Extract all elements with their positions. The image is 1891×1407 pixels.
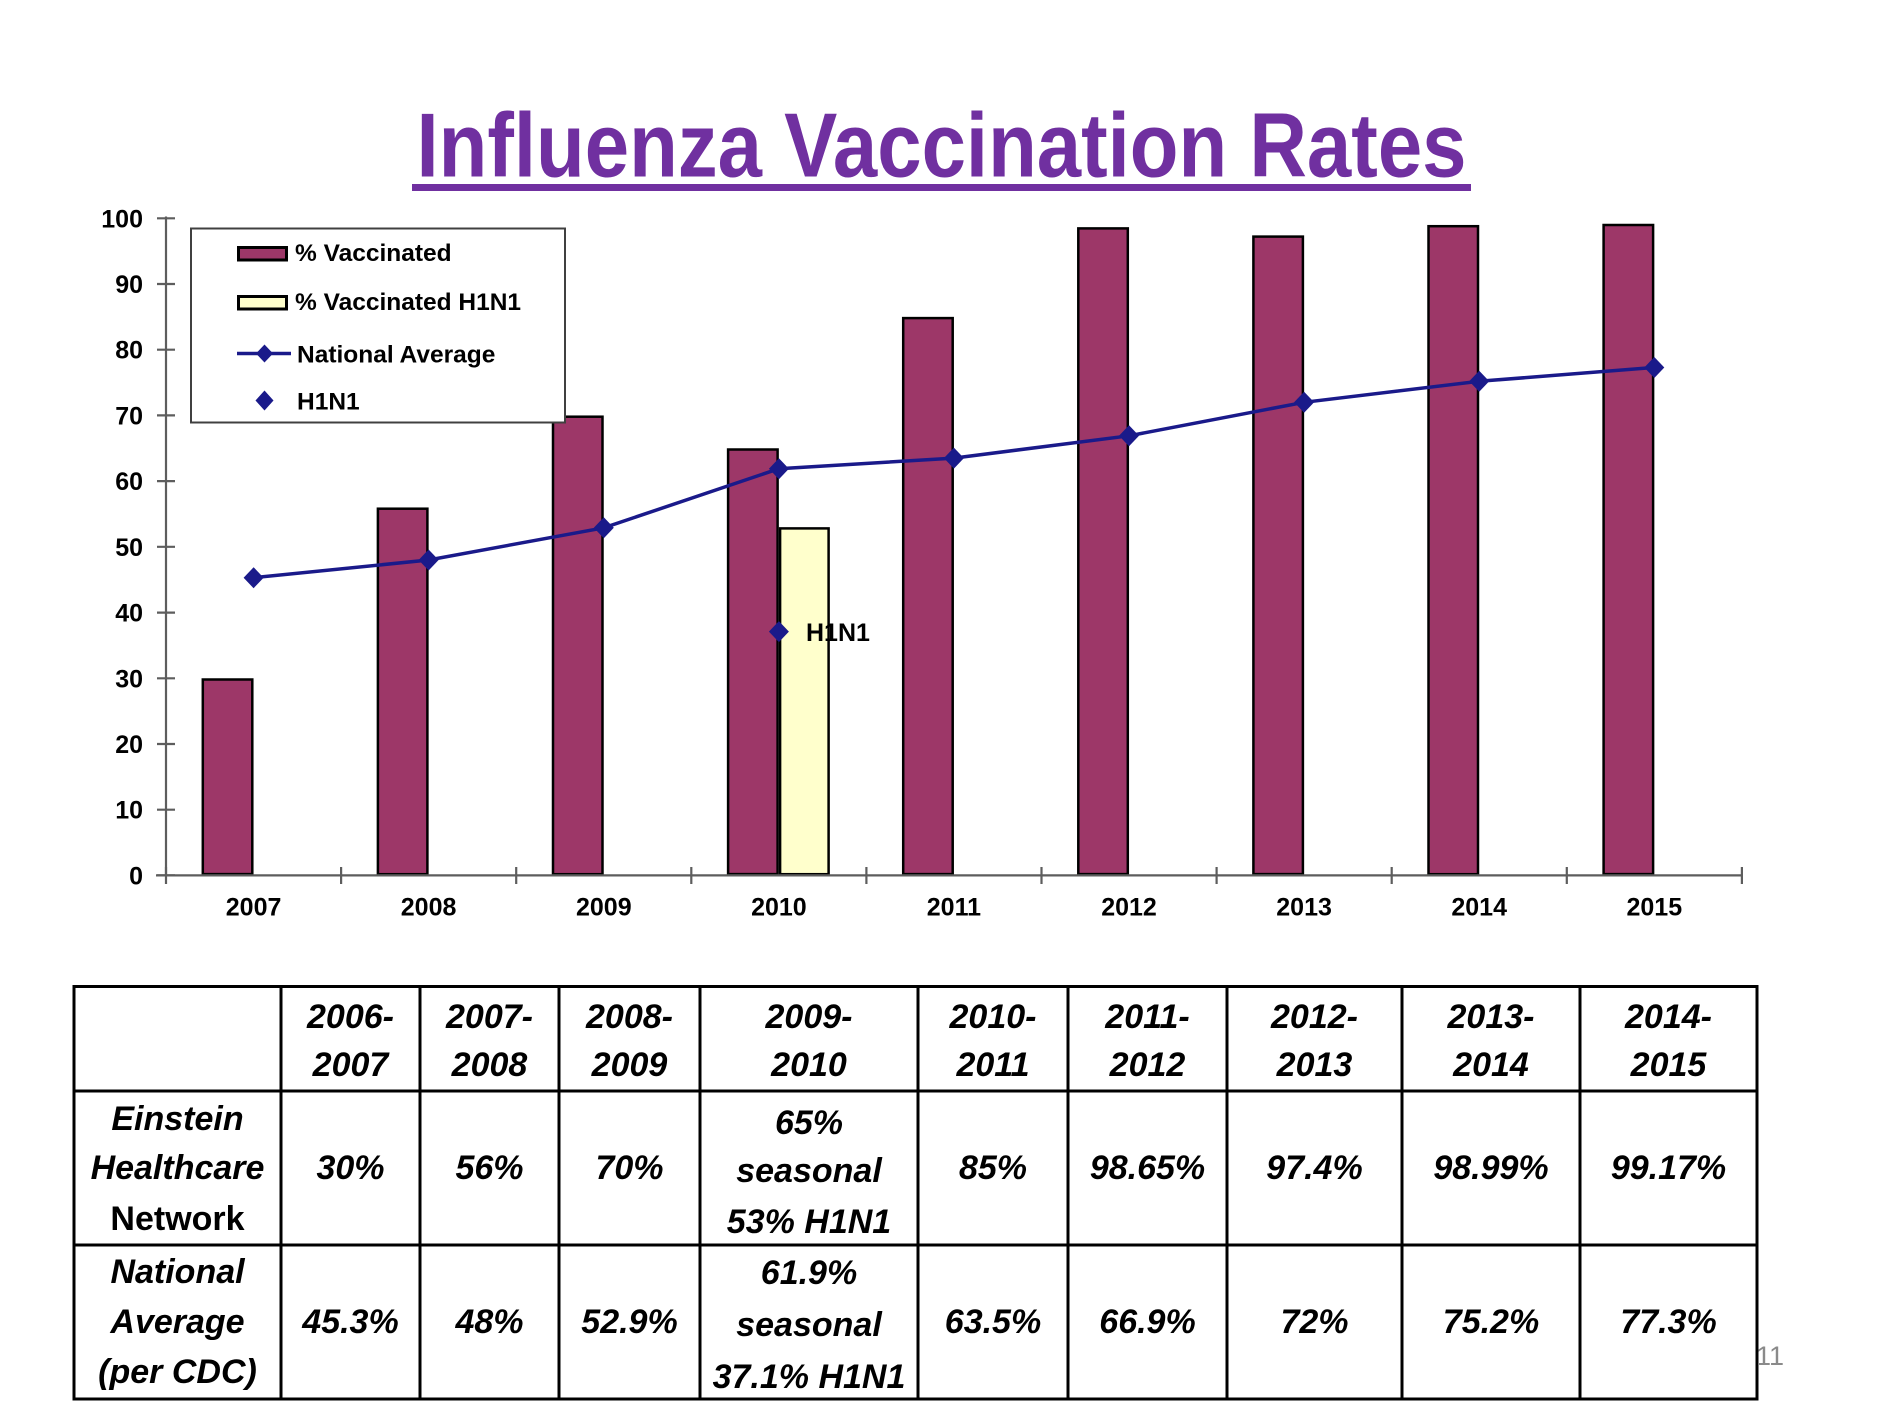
svg-text:98.99%: 98.99% (1433, 1149, 1548, 1187)
svg-text:2012-: 2012- (1270, 998, 1358, 1036)
svg-text:48%: 48% (454, 1303, 523, 1341)
svg-text:seasonal: seasonal (736, 1152, 883, 1190)
svg-text:50: 50 (115, 534, 143, 562)
svg-text:52.9%: 52.9% (581, 1303, 677, 1341)
svg-text:85%: 85% (959, 1149, 1027, 1187)
svg-text:Network: Network (110, 1200, 244, 1238)
svg-text:66.9%: 66.9% (1099, 1303, 1195, 1341)
svg-text:65%: 65% (775, 1104, 843, 1142)
svg-text:30: 30 (115, 665, 143, 693)
svg-text:100: 100 (101, 205, 143, 233)
svg-text:70%: 70% (595, 1149, 663, 1187)
svg-text:20: 20 (115, 731, 143, 759)
svg-text:2009: 2009 (591, 1046, 668, 1084)
svg-text:2011: 2011 (955, 1046, 1029, 1084)
svg-text:2010-: 2010- (949, 998, 1037, 1036)
svg-text:% Vaccinated H1N1: % Vaccinated H1N1 (295, 289, 521, 316)
svg-text:2007: 2007 (226, 894, 282, 922)
svg-text:2013: 2013 (1276, 1046, 1353, 1084)
svg-text:2012: 2012 (1109, 1046, 1186, 1084)
svg-text:2013: 2013 (1276, 894, 1332, 922)
svg-text:10: 10 (115, 797, 143, 825)
svg-text:99.17%: 99.17% (1611, 1149, 1726, 1187)
svg-text:53% H1N1: 53% H1N1 (727, 1203, 891, 1241)
svg-text:60: 60 (115, 468, 143, 496)
svg-text:seasonal: seasonal (736, 1306, 883, 1344)
svg-text:2010: 2010 (751, 894, 807, 922)
svg-text:2014-: 2014- (1624, 998, 1712, 1036)
svg-text:97.4%: 97.4% (1266, 1149, 1362, 1187)
svg-text:2012: 2012 (1101, 894, 1157, 922)
svg-text:2008: 2008 (401, 894, 457, 922)
svg-text:2008-: 2008- (585, 998, 673, 1036)
svg-text:Einstein: Einstein (111, 1100, 243, 1138)
svg-text:H1N1: H1N1 (297, 389, 360, 416)
svg-text:% Vaccinated: % Vaccinated (295, 240, 452, 267)
svg-text:80: 80 (115, 337, 143, 365)
svg-text:2008: 2008 (451, 1046, 528, 1084)
svg-text:2009: 2009 (576, 894, 632, 922)
svg-text:2009-: 2009- (765, 998, 853, 1036)
svg-text:2007: 2007 (312, 1046, 391, 1084)
svg-text:Average: Average (109, 1303, 244, 1341)
svg-text:63.5%: 63.5% (945, 1303, 1041, 1341)
svg-text:Healthcare: Healthcare (91, 1149, 265, 1187)
svg-text:Influenza Vaccination Rates: Influenza Vaccination Rates (417, 96, 1467, 197)
svg-text:National Average: National Average (297, 342, 495, 369)
svg-text:0: 0 (129, 862, 143, 890)
svg-text:National: National (110, 1253, 246, 1291)
svg-text:75.2%: 75.2% (1443, 1303, 1539, 1341)
svg-text:11: 11 (1756, 1341, 1784, 1371)
svg-text:45.3%: 45.3% (301, 1303, 398, 1341)
svg-text:98.65%: 98.65% (1090, 1149, 1205, 1187)
svg-text:77.3%: 77.3% (1620, 1303, 1716, 1341)
svg-text:2015: 2015 (1626, 894, 1682, 922)
svg-text:70: 70 (115, 402, 143, 430)
svg-text:72%: 72% (1280, 1303, 1348, 1341)
svg-text:56%: 56% (455, 1149, 523, 1187)
svg-text:H1N1: H1N1 (806, 619, 870, 647)
svg-text:(per CDC): (per CDC) (98, 1353, 257, 1391)
svg-text:2013-: 2013- (1447, 998, 1535, 1036)
svg-text:2015: 2015 (1630, 1046, 1708, 1084)
svg-text:2011-: 2011- (1104, 998, 1189, 1036)
svg-text:2014: 2014 (1451, 894, 1507, 922)
svg-text:2010: 2010 (770, 1046, 847, 1084)
svg-text:30%: 30% (316, 1149, 384, 1187)
svg-text:61.9%: 61.9% (761, 1254, 857, 1292)
svg-text:2014: 2014 (1452, 1046, 1529, 1084)
svg-text:2011: 2011 (927, 894, 981, 922)
svg-text:2007-: 2007- (445, 998, 533, 1036)
svg-text:90: 90 (115, 271, 143, 299)
svg-text:2006-: 2006- (306, 998, 394, 1036)
svg-text:37.1% H1N1: 37.1% H1N1 (713, 1358, 906, 1396)
svg-text:40: 40 (115, 600, 143, 628)
